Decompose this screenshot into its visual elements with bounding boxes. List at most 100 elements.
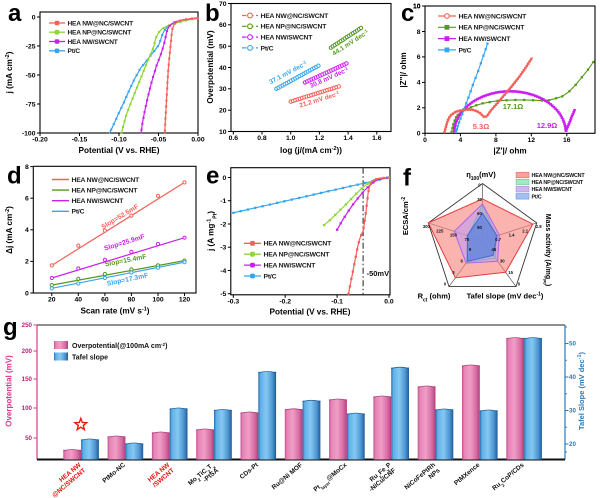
- svg-text:Scan rate (mV s-1): Scan rate (mV s-1): [80, 307, 149, 316]
- svg-text:-25: -25: [26, 43, 36, 50]
- svg-text:60: 60: [101, 297, 109, 304]
- svg-text:30: 30: [219, 86, 227, 93]
- svg-text:ECSA/cm-2: ECSA/cm-2: [401, 197, 410, 235]
- svg-text:0: 0: [417, 131, 421, 138]
- svg-text:6: 6: [417, 54, 421, 61]
- svg-text:HEA NW@NC/SWCNT: HEA NW@NC/SWCNT: [68, 20, 134, 27]
- svg-text:6: 6: [25, 196, 29, 203]
- svg-text:a: a: [8, 0, 22, 27]
- svg-text:1.2: 1.2: [315, 135, 325, 142]
- svg-text:-0.05: -0.05: [151, 136, 167, 143]
- svg-text:10: 10: [219, 129, 227, 136]
- svg-text:5.3Ω: 5.3Ω: [473, 122, 489, 131]
- svg-text:-50mV: -50mV: [367, 269, 390, 278]
- svg-text:150: 150: [450, 233, 458, 238]
- svg-text:75: 75: [465, 237, 470, 242]
- svg-text:0: 0: [423, 137, 427, 144]
- svg-text:Potential (V vs. RHE): Potential (V vs. RHE): [79, 146, 160, 155]
- svg-text:Slop=25.9mF: Slop=25.9mF: [103, 234, 145, 253]
- svg-text:0: 0: [444, 282, 447, 287]
- svg-text:0.8: 0.8: [257, 135, 267, 142]
- svg-text:4: 4: [25, 227, 29, 234]
- svg-text:HEA NW/SWCNT: HEA NW/SWCNT: [532, 187, 573, 193]
- svg-text:2: 2: [417, 105, 421, 112]
- svg-text:225: 225: [436, 228, 444, 233]
- svg-text:3: 3: [452, 270, 455, 275]
- svg-text:Pt/C: Pt/C: [68, 48, 81, 55]
- svg-text:HEA NW/SWCNT: HEA NW/SWCNT: [459, 36, 512, 43]
- svg-text:120: 120: [179, 297, 191, 304]
- svg-text:-0.2: -0.2: [279, 298, 291, 305]
- svg-text:8: 8: [25, 164, 29, 171]
- svg-text:60: 60: [477, 211, 482, 216]
- svg-text:Tafel Slope (mV dec-1): Tafel Slope (mV dec-1): [577, 351, 586, 430]
- svg-text:HEA NP@NC/SWCNT: HEA NP@NC/SWCNT: [264, 252, 331, 259]
- svg-text:η100(mV): η100(mV): [466, 170, 496, 182]
- svg-text:Pt/C: Pt/C: [72, 209, 85, 216]
- svg-text:PtMXence: PtMXence: [453, 461, 482, 487]
- svg-text:1.4: 1.4: [509, 233, 516, 238]
- svg-text:HEA NP@NC/SWCNT: HEA NP@NC/SWCNT: [532, 180, 584, 186]
- svg-text:1.0: 1.0: [286, 135, 296, 142]
- svg-text:2.1: 2.1: [522, 228, 529, 233]
- svg-text:Slop=17.3mF: Slop=17.3mF: [106, 272, 149, 288]
- svg-text:30: 30: [477, 197, 482, 202]
- svg-text:40: 40: [569, 374, 576, 381]
- svg-text:30: 30: [569, 408, 576, 415]
- svg-text:Pt/C: Pt/C: [264, 273, 277, 280]
- svg-text:HEA NW/SWCNT: HEA NW/SWCNT: [72, 198, 125, 205]
- svg-text:8: 8: [494, 137, 498, 144]
- svg-text:4: 4: [459, 137, 463, 144]
- svg-text:f: f: [403, 165, 412, 192]
- svg-text:Pt/C: Pt/C: [459, 47, 472, 54]
- svg-text:0: 0: [25, 290, 29, 297]
- svg-text:d: d: [7, 163, 22, 190]
- svg-text:16: 16: [563, 137, 571, 144]
- svg-text:300: 300: [423, 224, 431, 229]
- svg-text:HEA NW@NC/SWCNT: HEA NW@NC/SWCNT: [532, 173, 586, 179]
- svg-text:20: 20: [569, 441, 576, 448]
- svg-text:0: 0: [518, 282, 521, 287]
- svg-text:Tafel slope (mV dec-1): Tafel slope (mV dec-1): [467, 292, 544, 301]
- svg-text:50: 50: [569, 341, 576, 348]
- svg-text:90: 90: [477, 225, 482, 230]
- svg-text:-3: -3: [220, 245, 226, 252]
- svg-text:2.8: 2.8: [536, 224, 543, 229]
- svg-text:|Z'|/ ohm: |Z'|/ ohm: [493, 147, 526, 156]
- svg-text:20: 20: [219, 108, 227, 115]
- svg-text:15: 15: [508, 270, 513, 275]
- svg-text:80: 80: [128, 297, 136, 304]
- svg-text:HEA NP@NC/SWCNT: HEA NP@NC/SWCNT: [261, 24, 328, 31]
- svg-text:-2: -2: [220, 221, 226, 228]
- svg-text:-0.20: -0.20: [32, 136, 48, 143]
- svg-text:HEA NW@NC/SWCNT: HEA NW@NC/SWCNT: [72, 177, 141, 184]
- svg-text:60: 60: [219, 22, 227, 29]
- svg-text:100: 100: [152, 297, 164, 304]
- svg-text:HEA NW/SWCNT: HEA NW/SWCNT: [68, 39, 118, 46]
- svg-text:-0.3: -0.3: [227, 298, 239, 305]
- svg-text:1.4: 1.4: [343, 135, 353, 142]
- svg-text:Δj (mA cm-2): Δj (mA cm-2): [5, 206, 14, 254]
- svg-text:0.6: 0.6: [229, 135, 239, 142]
- svg-text:|Z"|/ ohm: |Z"|/ ohm: [399, 52, 408, 87]
- svg-text:-0.1: -0.1: [331, 298, 343, 305]
- svg-text:2: 2: [25, 259, 29, 266]
- svg-text:log (j/(mA cm-2)): log (j/(mA cm-2)): [280, 146, 342, 155]
- svg-text:9: 9: [469, 247, 472, 252]
- svg-text:-5: -5: [220, 291, 226, 298]
- svg-text:10: 10: [413, 3, 421, 10]
- svg-text:17.1Ω: 17.1Ω: [503, 102, 524, 111]
- svg-text:-0.10: -0.10: [111, 136, 127, 143]
- svg-text:250: 250: [22, 322, 33, 329]
- svg-text:1.6: 1.6: [372, 135, 382, 142]
- svg-text:b: b: [205, 0, 220, 27]
- svg-text:HEA NW@NC/SWCNT: HEA NW@NC/SWCNT: [459, 13, 528, 20]
- svg-text:Mass activity (A/mgPt): Mass activity (A/mgPt): [543, 214, 552, 286]
- svg-text:0: 0: [478, 183, 481, 188]
- svg-text:Rct (ohm): Rct (ohm): [418, 292, 451, 304]
- svg-text:-50: -50: [26, 72, 36, 79]
- svg-text:Ptlayer@MoCx: Ptlayer@MoCx: [312, 461, 349, 494]
- svg-text:HEA NP@NC/SWCNT: HEA NP@NC/SWCNT: [72, 188, 139, 195]
- svg-text:-4: -4: [220, 268, 226, 275]
- svg-text:50: 50: [219, 44, 227, 51]
